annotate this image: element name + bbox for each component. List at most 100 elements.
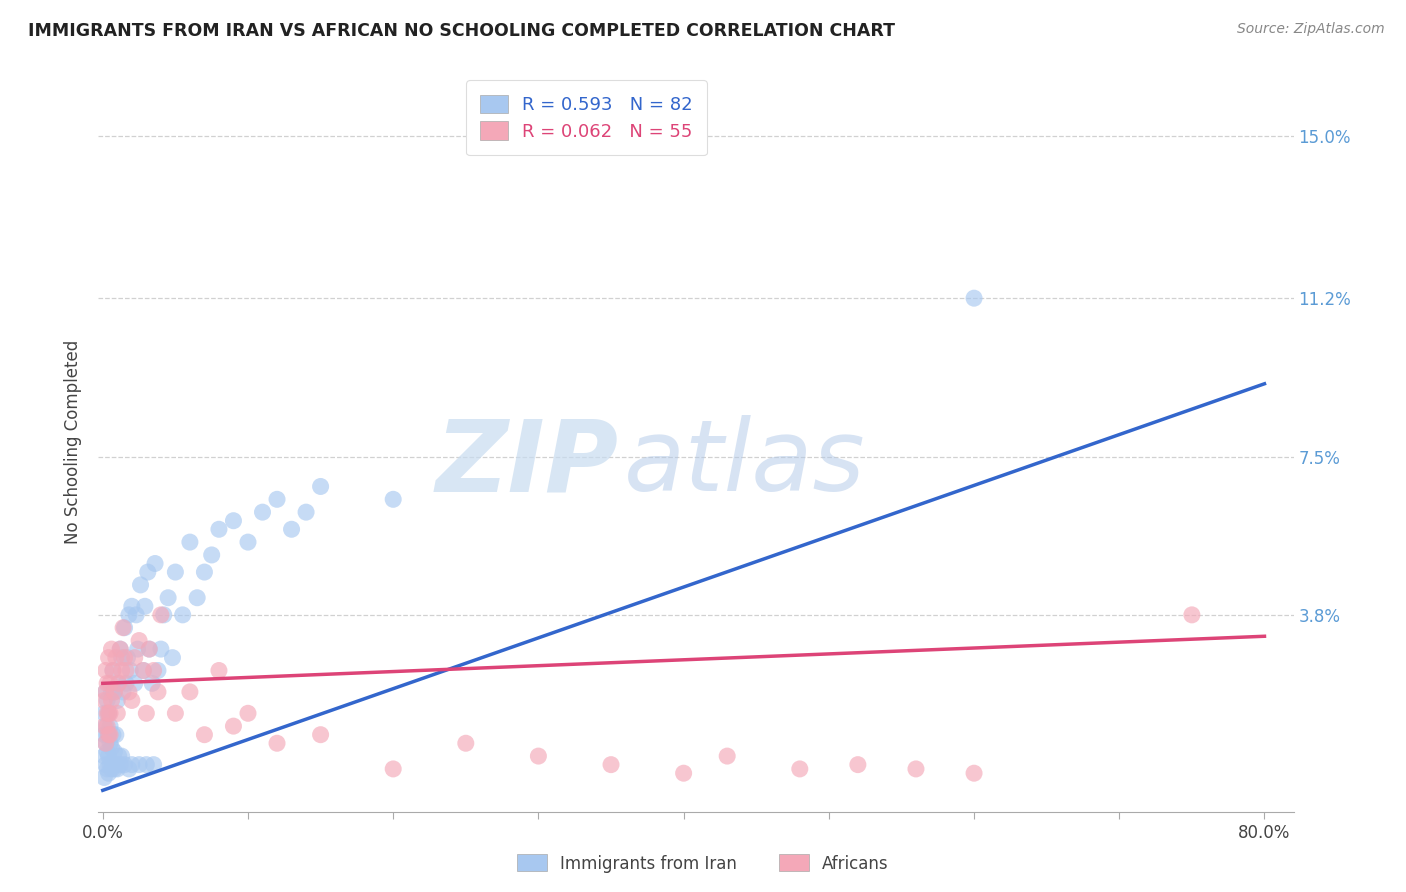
Point [98,676,121,690]
Text: IMMIGRANTS FROM IRAN VS AFRICAN NO SCHOOLING COMPLETED CORRELATION CHART: IMMIGRANTS FROM IRAN VS AFRICAN NO SCHOO… [28,22,896,40]
Point [121,757,143,772]
Point [236,535,259,549]
Point [98,736,121,750]
Point [105,762,128,776]
Point [104,728,127,742]
Point [100,685,122,699]
Text: atlas: atlas [624,416,866,512]
Point [114,650,136,665]
Point [295,505,318,519]
Point [846,757,869,772]
Point [101,728,124,742]
Point [129,578,152,592]
Point [100,693,122,707]
Point [96,762,118,776]
Point [98,706,121,721]
Point [94,719,117,733]
Point [107,749,129,764]
Point [143,557,166,571]
Point [107,676,129,690]
Point [201,548,224,562]
Point [96,728,118,742]
Legend: R = 0.593   N = 82, R = 0.062   N = 55: R = 0.593 N = 82, R = 0.062 N = 55 [465,80,707,155]
Point [138,642,160,657]
Point [963,291,986,305]
Point [98,728,121,742]
Point [93,719,115,733]
Point [904,762,927,776]
Point [152,607,174,622]
Point [135,757,157,772]
Point [527,749,550,764]
Point [149,642,172,657]
Point [454,736,477,750]
Point [96,745,118,759]
Point [193,565,215,579]
Point [146,664,169,678]
Point [103,685,125,699]
Point [716,749,738,764]
Point [100,762,122,776]
Point [142,664,165,678]
Point [111,650,134,665]
Point [97,728,120,742]
Point [93,728,115,742]
Point [222,514,245,528]
Point [104,650,127,665]
Point [105,706,128,721]
Point [100,740,122,755]
Point [146,685,169,699]
Legend: Immigrants from Iran, Africans: Immigrants from Iran, Africans [510,847,896,880]
Point [120,664,142,678]
Point [672,766,695,780]
Point [108,642,131,657]
Point [165,565,187,579]
Point [114,757,136,772]
Point [94,757,117,772]
Point [193,728,215,742]
Point [208,522,231,536]
Point [309,479,332,493]
Point [94,664,117,678]
Point [1181,607,1204,622]
Text: Source: ZipAtlas.com: Source: ZipAtlas.com [1237,22,1385,37]
Point [309,728,332,742]
Point [382,492,405,507]
Point [97,650,120,665]
Point [266,492,288,507]
Point [208,664,231,678]
Point [93,771,115,785]
Point [121,599,143,614]
Point [118,607,141,622]
Point [142,757,165,772]
Point [222,719,245,733]
Point [136,565,159,579]
Point [111,749,134,764]
Point [108,642,131,657]
Point [94,685,117,699]
Point [104,757,127,772]
Point [96,693,118,707]
Point [103,745,125,759]
Point [97,766,120,780]
Point [141,676,163,690]
Point [115,664,138,678]
Point [132,664,155,678]
Point [179,535,201,549]
Point [98,757,121,772]
Point [600,757,623,772]
Point [127,642,149,657]
Point [103,685,125,699]
Point [101,664,124,678]
Point [97,706,120,721]
Point [100,642,122,657]
Point [114,621,136,635]
Point [108,757,131,772]
Point [97,706,120,721]
Point [252,505,274,519]
Point [118,685,141,699]
Point [125,607,148,622]
Point [186,591,208,605]
Point [172,607,194,622]
Point [94,685,117,699]
